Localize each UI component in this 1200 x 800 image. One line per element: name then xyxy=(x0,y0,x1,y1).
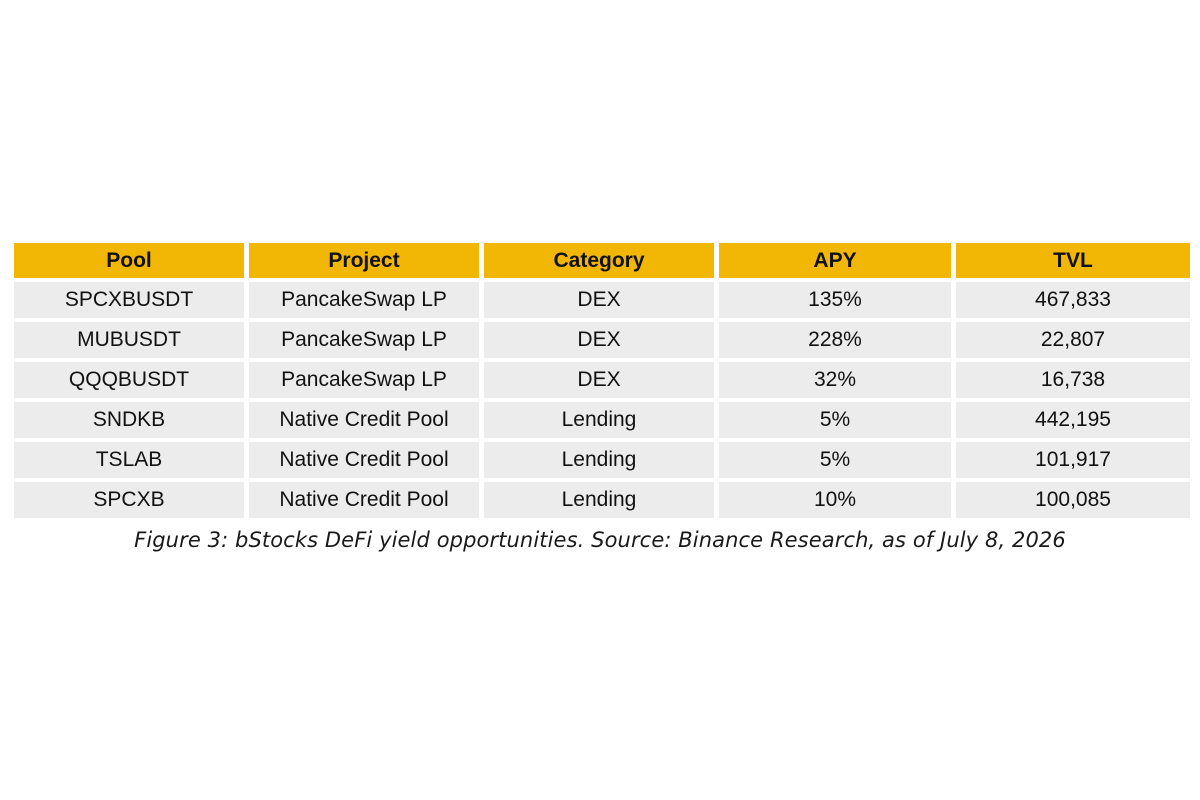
cell-project: Native Credit Pool xyxy=(249,442,479,478)
cell-pool: SNDKB xyxy=(14,402,244,438)
figure-caption: Figure 3: bStocks DeFi yield opportuniti… xyxy=(134,528,1066,552)
cell-pool: SPCXB xyxy=(14,482,244,518)
cell-pool: TSLAB xyxy=(14,442,244,478)
cell-pool: QQQBUSDT xyxy=(14,362,244,398)
cell-category: DEX xyxy=(484,322,714,358)
cell-category: Lending xyxy=(484,402,714,438)
cell-category: Lending xyxy=(484,442,714,478)
table-row: QQQBUSDT PancakeSwap LP DEX 32% 16,738 xyxy=(14,362,1190,398)
cell-project: Native Credit Pool xyxy=(249,482,479,518)
cell-apy: 5% xyxy=(719,442,951,478)
header-tvl: TVL xyxy=(956,243,1190,278)
header-apy: APY xyxy=(719,243,951,278)
table-header-row: Pool Project Category APY TVL xyxy=(14,243,1190,278)
table-row: SPCXB Native Credit Pool Lending 10% 100… xyxy=(14,482,1190,518)
cell-apy: 10% xyxy=(719,482,951,518)
cell-pool: SPCXBUSDT xyxy=(14,282,244,318)
cell-tvl: 442,195 xyxy=(956,402,1190,438)
yield-table: Pool Project Category APY TVL SPCXBUSDT … xyxy=(14,243,1190,522)
cell-category: DEX xyxy=(484,362,714,398)
header-project: Project xyxy=(249,243,479,278)
cell-apy: 135% xyxy=(719,282,951,318)
cell-tvl: 22,807 xyxy=(956,322,1190,358)
table-row: MUBUSDT PancakeSwap LP DEX 228% 22,807 xyxy=(14,322,1190,358)
table-row: SNDKB Native Credit Pool Lending 5% 442,… xyxy=(14,402,1190,438)
header-pool: Pool xyxy=(14,243,244,278)
cell-pool: MUBUSDT xyxy=(14,322,244,358)
cell-project: Native Credit Pool xyxy=(249,402,479,438)
cell-tvl: 16,738 xyxy=(956,362,1190,398)
header-category: Category xyxy=(484,243,714,278)
cell-apy: 32% xyxy=(719,362,951,398)
cell-apy: 5% xyxy=(719,402,951,438)
cell-tvl: 467,833 xyxy=(956,282,1190,318)
cell-category: DEX xyxy=(484,282,714,318)
cell-tvl: 100,085 xyxy=(956,482,1190,518)
cell-tvl: 101,917 xyxy=(956,442,1190,478)
cell-project: PancakeSwap LP xyxy=(249,322,479,358)
cell-apy: 228% xyxy=(719,322,951,358)
cell-project: PancakeSwap LP xyxy=(249,362,479,398)
cell-project: PancakeSwap LP xyxy=(249,282,479,318)
cell-category: Lending xyxy=(484,482,714,518)
table-row: SPCXBUSDT PancakeSwap LP DEX 135% 467,83… xyxy=(14,282,1190,318)
table-row: TSLAB Native Credit Pool Lending 5% 101,… xyxy=(14,442,1190,478)
